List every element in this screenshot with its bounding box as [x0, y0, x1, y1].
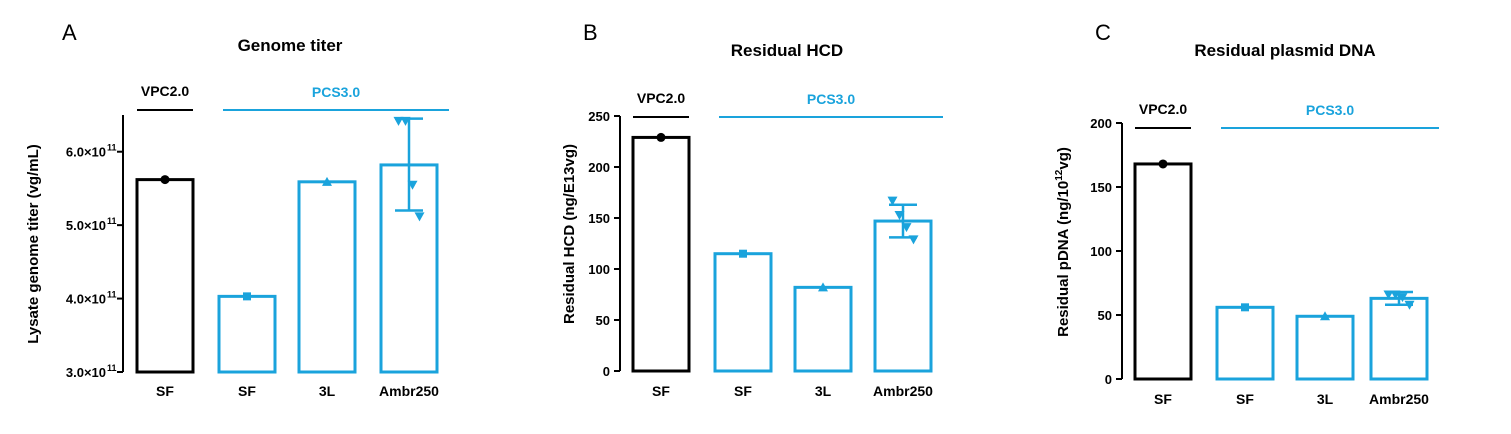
y-tick-label: 0 [603, 364, 610, 379]
data-point [407, 180, 418, 190]
category-label: Ambr250 [379, 383, 439, 399]
chart-title: Residual plasmid DNA [1194, 41, 1375, 60]
data-point [400, 116, 411, 126]
y-tick-exponent: 11 [107, 216, 117, 226]
data-point [393, 116, 404, 126]
data-point [901, 223, 912, 233]
group-label: VPC2.0 [141, 83, 189, 99]
y-tick-mantissa: 6.0×10 [66, 145, 106, 160]
y-tick-mantissa: 4.0×10 [66, 292, 106, 307]
y-tick-mantissa: 3.0×10 [66, 365, 106, 380]
category-label: 3L [815, 383, 832, 399]
group-label: PCS3.0 [312, 84, 360, 100]
y-tick-label: 100 [588, 262, 610, 277]
data-point [908, 235, 919, 245]
y-tick-label: 100 [1090, 244, 1112, 259]
category-label: Ambr250 [873, 383, 933, 399]
y-tick-exponent: 11 [107, 290, 117, 300]
y-axis-label-text: Residual pDNA (ng/10 [1055, 181, 1072, 337]
bar [793, 285, 853, 373]
data-point [1158, 159, 1168, 169]
y-axis-label-text: Residual HCD (ng/E13vg) [561, 144, 578, 324]
category-label: SF [734, 383, 752, 399]
bar [631, 135, 691, 373]
group-label: PCS3.0 [1306, 102, 1354, 118]
y-tick-label: 0 [1105, 372, 1112, 387]
bar [1369, 296, 1429, 381]
category-label: Ambr250 [1369, 391, 1429, 407]
y-axis-label-text: Lysate genome titer (vg/mL) [25, 144, 42, 343]
y-tick-label: 50 [1098, 308, 1112, 323]
y-axis-label-tail: vg) [1055, 147, 1072, 170]
panel-b: B Residual HCD 0 50 100 150 200 250 Residual HCD… [561, 20, 943, 399]
data-point [160, 175, 170, 185]
y-tick-label: 6.0×10 [66, 145, 106, 160]
data-point [1404, 300, 1415, 310]
bar [1215, 305, 1275, 381]
data-point [894, 210, 905, 220]
data-point [739, 249, 747, 258]
data-point [243, 292, 251, 301]
category-label: SF [1154, 391, 1172, 407]
data-point [414, 212, 425, 222]
group-label: VPC2.0 [1139, 101, 1187, 117]
chart-title: Residual HCD [731, 41, 843, 60]
bar [217, 294, 277, 374]
data-point [818, 282, 828, 292]
y-axis-label-sup: 12 [1054, 169, 1065, 181]
data-point [1390, 290, 1401, 300]
panel-letter: A [62, 20, 77, 45]
y-tick-label: 250 [588, 109, 610, 124]
y-tick-label: 3.0×10 [66, 365, 106, 380]
panel-c: C Residual plasmid DNA 0 50 100 150 200 Residua… [1054, 20, 1439, 407]
y-tick-label: 150 [1090, 180, 1112, 195]
data-point [656, 132, 666, 142]
category-label: 3L [1317, 391, 1334, 407]
chart-title: Genome titer [238, 36, 343, 55]
category-label: SF [156, 383, 174, 399]
data-point [322, 176, 332, 186]
y-tick-exponent: 11 [107, 143, 117, 153]
y-tick-label: 50 [596, 313, 610, 328]
group-label: VPC2.0 [637, 90, 685, 106]
group-label: PCS3.0 [807, 91, 855, 107]
y-tick-mantissa: 5.0×10 [66, 218, 106, 233]
y-tick-label: 200 [1090, 116, 1112, 131]
y-tick-exponent: 11 [107, 363, 117, 373]
y-tick-label: 5.0×10 [66, 218, 106, 233]
y-axis-label: Residual HCD (ng/E13vg) [561, 144, 578, 324]
y-axis-label: Lysate genome titer (vg/mL) [25, 144, 42, 343]
bar [135, 178, 195, 374]
data-point [1320, 311, 1330, 321]
category-label: SF [238, 383, 256, 399]
y-tick-label: 4.0×10 [66, 292, 106, 307]
category-label: 3L [319, 383, 336, 399]
data-point [1397, 293, 1408, 303]
data-point [1241, 303, 1249, 312]
y-tick-label: 150 [588, 211, 610, 226]
bar [713, 252, 773, 373]
panel-letter: C [1095, 20, 1111, 45]
data-point [887, 196, 898, 206]
bar [873, 219, 933, 373]
category-label: SF [652, 383, 670, 399]
bar [1133, 162, 1193, 381]
data-point [1383, 290, 1394, 300]
bar [1295, 314, 1355, 381]
category-label: SF [1236, 391, 1254, 407]
y-tick-label: 200 [588, 160, 610, 175]
panel-letter: B [583, 20, 598, 45]
bar [297, 180, 357, 374]
y-axis-label: Residual pDNA (ng/1012vg) [1054, 147, 1072, 337]
